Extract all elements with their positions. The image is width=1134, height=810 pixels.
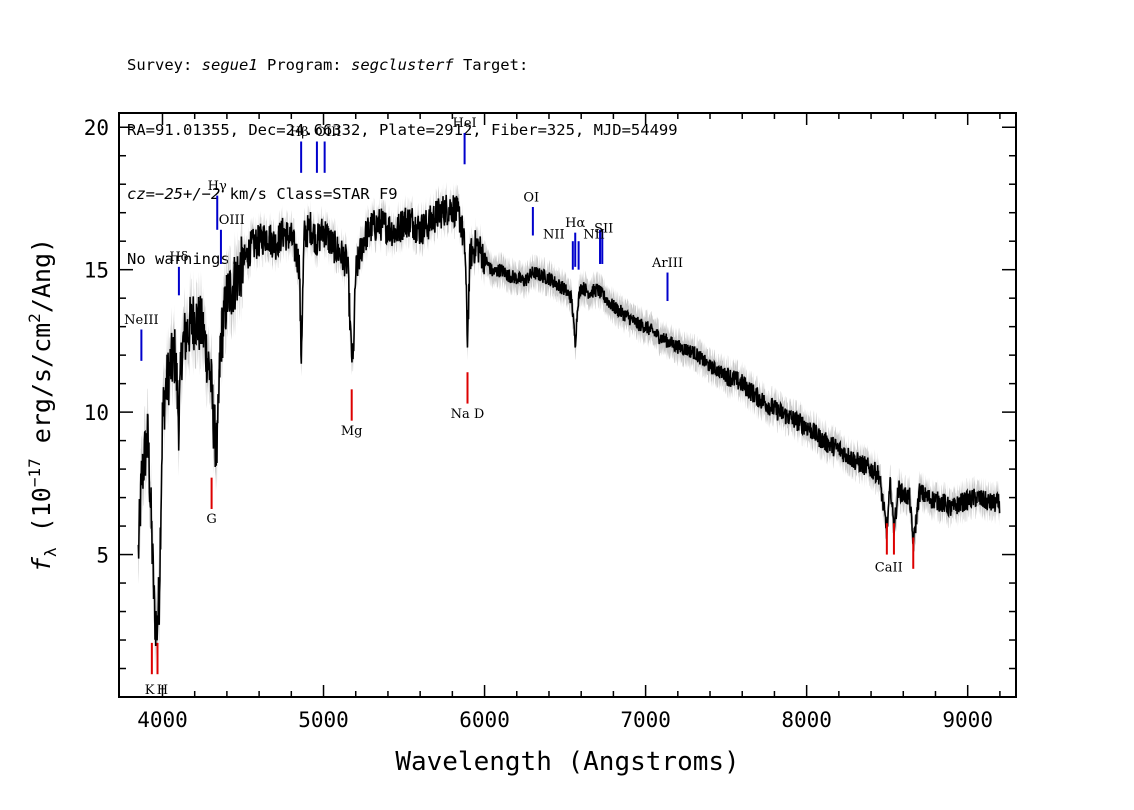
x-tick-label: 6000	[459, 708, 510, 732]
emission-line-label: HeI	[453, 116, 477, 131]
y-label-sup1: −17	[25, 458, 44, 487]
spectral-line-markers	[140, 132, 915, 675]
x-axis-label: Wavelength (Angstroms)	[395, 747, 739, 777]
y-label-b: erg/s/cm	[27, 323, 56, 458]
emission-line-label: NeIII	[124, 313, 158, 328]
absorption-line-label: Mg	[341, 424, 363, 439]
header-line-redshift: cz=−25+/−2 km/s Class=STAR F9	[127, 184, 678, 206]
axis-ticks	[119, 113, 1016, 697]
survey-prefix: Survey:	[127, 56, 202, 74]
emission-line-label: Hδ	[169, 250, 188, 265]
absorption-line-label: G	[206, 512, 216, 527]
y-tick-label: 20	[84, 116, 109, 140]
emission-line-label: OIII	[315, 125, 341, 140]
x-tick-label: 4000	[137, 708, 188, 732]
emission-line-label: NII	[583, 227, 605, 242]
program-prefix: Program:	[257, 56, 351, 74]
y-label-sub: λ	[41, 547, 60, 557]
absorption-line-label: CaII	[875, 561, 903, 576]
y-label-c: /Ang)	[27, 238, 56, 313]
emission-line-label: ArIII	[651, 256, 683, 271]
x-tick-label: 7000	[620, 708, 671, 732]
program-name: segclusterf	[350, 56, 454, 74]
x-tick-label: 5000	[298, 708, 349, 732]
emission-line-label: OIII	[219, 213, 245, 228]
y-label-a: (10	[27, 487, 56, 547]
y-label-f: f	[27, 556, 56, 572]
header-line-survey: Survey: segue1 Program: segclusterf Targ…	[127, 55, 678, 77]
emission-line-label: Hβ	[290, 125, 309, 140]
y-tick-label: 5	[96, 544, 109, 568]
error-band-area	[138, 182, 1000, 672]
redshift-value: cz=−25+/−2	[127, 185, 221, 203]
header-line-warnings: No warnings.	[127, 249, 239, 268]
x-tick-label: 9000	[942, 708, 993, 732]
target-label: Target:	[453, 56, 529, 74]
emission-line-label: Hα	[565, 216, 585, 231]
plot-frame	[118, 112, 1017, 698]
y-axis-label: fλ (10−17 erg/s/cm2/Ang)	[25, 238, 60, 572]
absorption-line-label: Na D	[451, 407, 485, 422]
axis-tick-labels: 4000 5000 6000 7000 8000 9000 5 10 15 20	[84, 116, 993, 732]
class-label: km/s Class=STAR F9	[220, 185, 398, 203]
spectrum-header: Survey: segue1 Program: segclusterf Targ…	[127, 12, 678, 292]
emission-line-label: SII	[594, 222, 613, 237]
x-tick-label: 8000	[781, 708, 832, 732]
spectrum-series	[137, 194, 1001, 646]
survey-name: segue1	[201, 56, 258, 74]
spectrum-line	[137, 194, 1001, 646]
y-tick-label: 10	[84, 401, 109, 425]
emission-line-label: Hγ	[208, 179, 227, 194]
absorption-line-label: K	[145, 683, 155, 698]
emission-line-label: NII	[543, 227, 565, 242]
y-tick-label: 15	[84, 259, 109, 283]
emission-line-label: OI	[523, 190, 539, 205]
error-band	[138, 182, 1000, 672]
header-line-coords: RA=91.01355, Dec=24.66332, Plate=2912, F…	[127, 120, 678, 139]
y-label-sup2: 2	[25, 313, 44, 323]
